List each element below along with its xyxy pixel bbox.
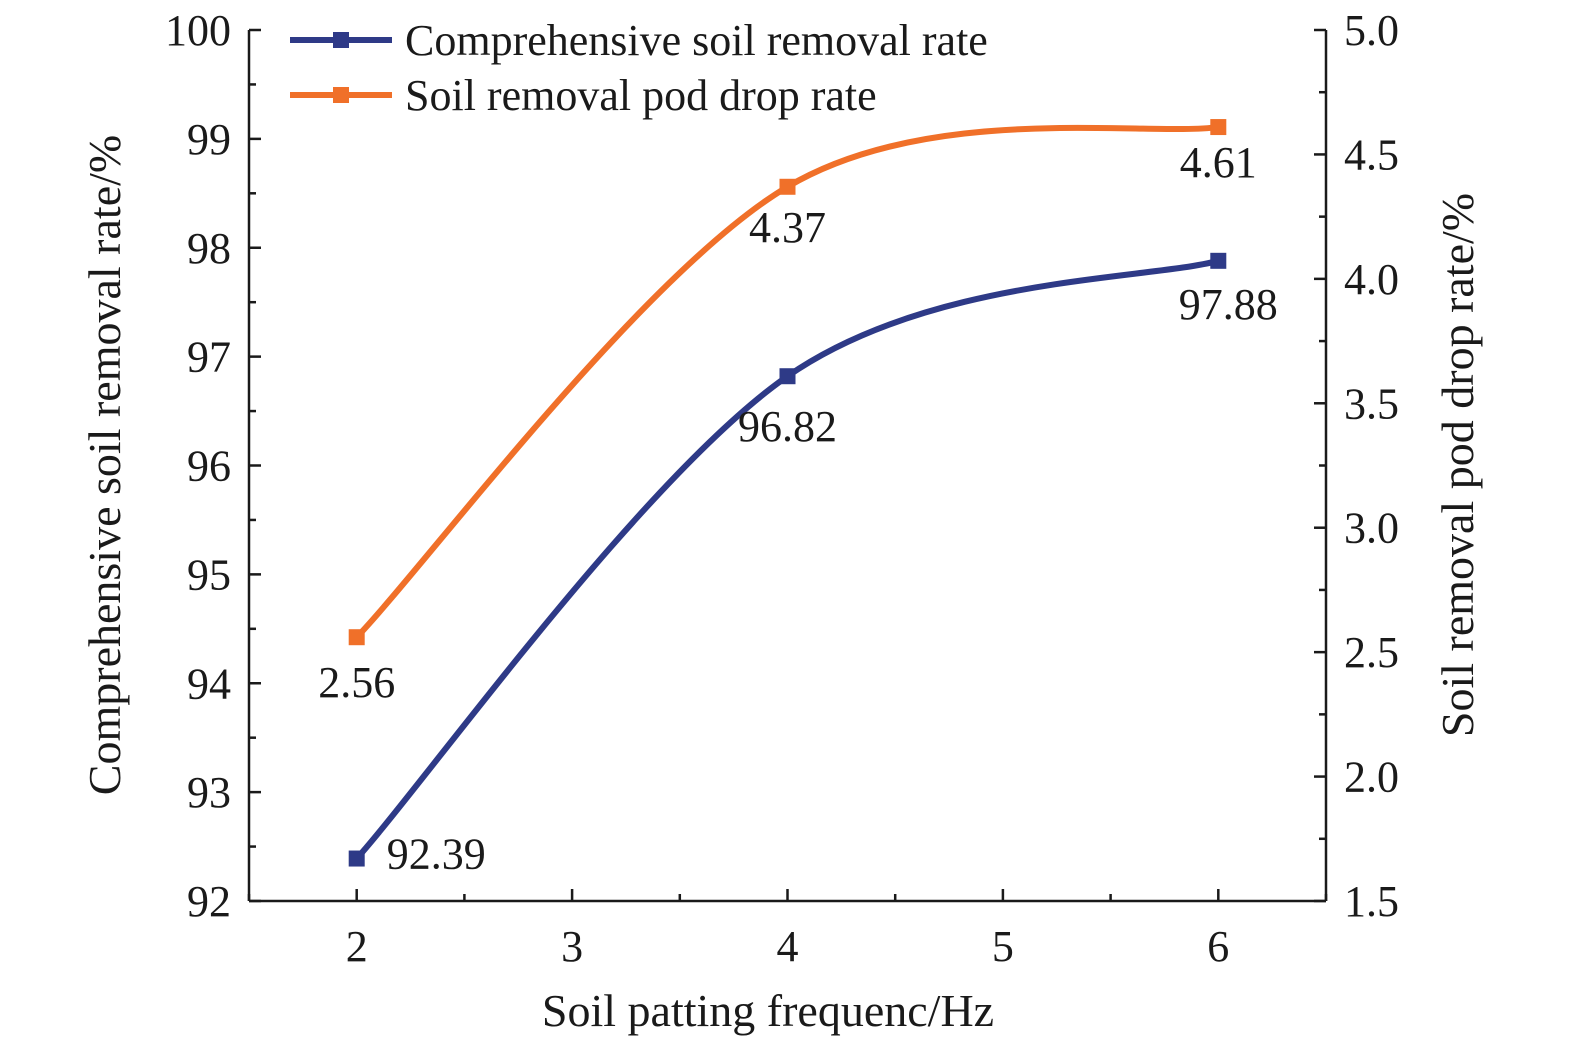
x-tick-label-3: 3	[561, 922, 583, 971]
ticks-layer: 2 3 4 5 6 92 93 94 95 96 97 98 99 100 1.5 2.0 2.5 3.0 3.5 4…	[165, 6, 1399, 971]
y2-tick-label-3.0: 3.0	[1344, 504, 1399, 553]
y-tick-label-94: 94	[187, 659, 231, 708]
x-tick-label-2: 2	[346, 922, 368, 971]
y-tick-label-98: 98	[187, 224, 231, 273]
y-tick-label-96: 96	[187, 442, 231, 491]
data-point-removal-rate-2	[348, 850, 365, 867]
y-tick-label-97: 97	[187, 333, 231, 382]
series-line-pod-drop-rate	[354, 124, 1219, 640]
y2-tick-label-5.0: 5.0	[1344, 6, 1399, 55]
legend-marker-pod-drop-rate	[333, 87, 349, 103]
y2-tick-label-4.0: 4.0	[1344, 255, 1399, 304]
series-layer	[348, 119, 1227, 867]
y-tick-label-95: 95	[187, 550, 231, 599]
data-label-removal-rate-2: 92.39	[387, 830, 486, 879]
legend-label-removal-rate: Comprehensive soil removal rate	[405, 16, 988, 65]
y-tick-label-93: 93	[187, 768, 231, 817]
y2-axis-title: Soil removal pod drop rate/%	[1432, 193, 1483, 737]
legend: Comprehensive soil removal rate Soil remo…	[290, 16, 988, 120]
legend-marker-removal-rate	[333, 32, 349, 48]
data-label-removal-rate-6: 97.88	[1179, 280, 1278, 329]
x-tick-label-4: 4	[777, 922, 799, 971]
y-tick-label-100: 100	[165, 6, 231, 55]
data-point-pod-drop-rate-2	[348, 629, 365, 646]
data-point-removal-rate-6	[1210, 252, 1227, 269]
data-point-pod-drop-rate-4	[779, 178, 796, 195]
y2-tick-label-1.5: 1.5	[1344, 877, 1399, 926]
legend-label-pod-drop-rate: Soil removal pod drop rate	[405, 71, 877, 120]
y-tick-label-99: 99	[187, 115, 231, 164]
y2-tick-label-4.5: 4.5	[1344, 130, 1399, 179]
data-label-pod-drop-rate-2: 2.56	[318, 658, 395, 707]
y2-tick-label-2.0: 2.0	[1344, 753, 1399, 802]
x-tick-label-6: 6	[1207, 922, 1229, 971]
data-label-removal-rate-4: 96.82	[738, 402, 837, 451]
data-label-pod-drop-rate-4: 4.37	[749, 203, 826, 252]
data-point-removal-rate-4	[779, 368, 796, 385]
y-tick-label-92: 92	[187, 877, 231, 926]
y2-tick-label-2.5: 2.5	[1344, 628, 1399, 677]
series-line-removal-rate	[354, 257, 1220, 861]
y-axis-title: Comprehensive soil removal rate/%	[79, 135, 130, 795]
x-axis-title: Soil patting frequenc/Hz	[542, 985, 994, 1036]
data-point-pod-drop-rate-6	[1210, 119, 1227, 136]
x-tick-label-5: 5	[992, 922, 1014, 971]
y2-tick-label-3.5: 3.5	[1344, 379, 1399, 428]
axes-layer	[247, 30, 1328, 903]
data-labels-layer: 92.39 96.82 97.88 2.56 4.37 4.61	[318, 138, 1278, 878]
data-label-pod-drop-rate-6: 4.61	[1180, 138, 1257, 187]
